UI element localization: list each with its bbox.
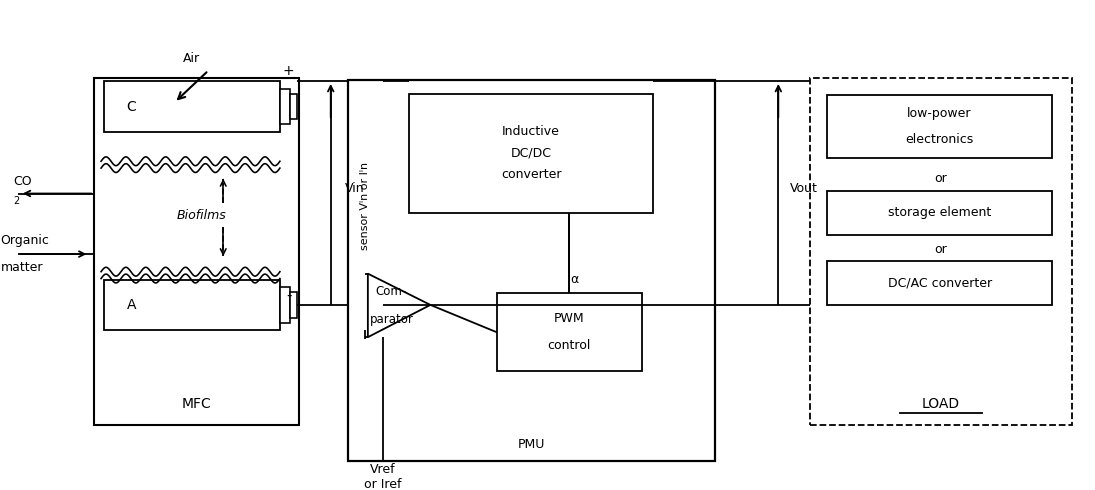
Text: Vout: Vout	[791, 182, 818, 195]
Text: or Iref: or Iref	[364, 478, 401, 490]
Text: Biofilms: Biofilms	[177, 209, 227, 221]
Text: Organic: Organic	[0, 234, 49, 247]
Text: +: +	[283, 64, 295, 78]
Text: CO: CO	[13, 175, 32, 188]
Text: Vref: Vref	[370, 463, 395, 476]
Text: A: A	[127, 298, 136, 312]
Text: -: -	[286, 288, 291, 303]
Text: sensor Vᴵn or Iᴵn: sensor Vᴵn or Iᴵn	[360, 162, 370, 250]
Text: storage element: storage element	[888, 206, 991, 219]
Bar	[348, 80, 715, 461]
Text: electronics: electronics	[906, 133, 973, 146]
Bar	[94, 78, 299, 425]
Bar	[290, 292, 297, 318]
Bar	[104, 279, 280, 330]
Text: or: or	[934, 172, 947, 185]
Bar	[497, 293, 642, 371]
Text: 2: 2	[13, 196, 20, 206]
Text: Vin: Vin	[345, 182, 365, 195]
Bar	[408, 94, 654, 213]
Text: DC/AC converter: DC/AC converter	[888, 276, 992, 290]
Bar	[104, 81, 280, 132]
Bar	[827, 261, 1052, 305]
Text: low-power: low-power	[908, 107, 972, 121]
Text: parator: parator	[369, 313, 413, 325]
Text: LOAD: LOAD	[922, 396, 959, 411]
Bar	[290, 94, 297, 119]
Bar	[827, 95, 1052, 158]
Text: converter: converter	[500, 169, 562, 181]
Text: Com-: Com-	[376, 285, 407, 298]
Text: α: α	[570, 273, 578, 286]
Polygon shape	[368, 273, 430, 337]
Text: PWM: PWM	[554, 312, 585, 325]
Text: C: C	[127, 99, 136, 114]
Bar	[280, 287, 290, 323]
Text: Inductive: Inductive	[503, 125, 560, 139]
Text: Air: Air	[183, 52, 200, 65]
Bar	[280, 89, 290, 124]
Text: MFC: MFC	[182, 396, 211, 411]
Text: control: control	[548, 340, 591, 352]
Text: matter: matter	[0, 261, 43, 274]
Text: DC/DC: DC/DC	[510, 147, 552, 160]
Text: or: or	[934, 243, 947, 256]
Bar	[827, 191, 1052, 235]
Bar	[809, 78, 1072, 425]
Text: PMU: PMU	[518, 438, 545, 451]
Bar	[348, 81, 382, 330]
